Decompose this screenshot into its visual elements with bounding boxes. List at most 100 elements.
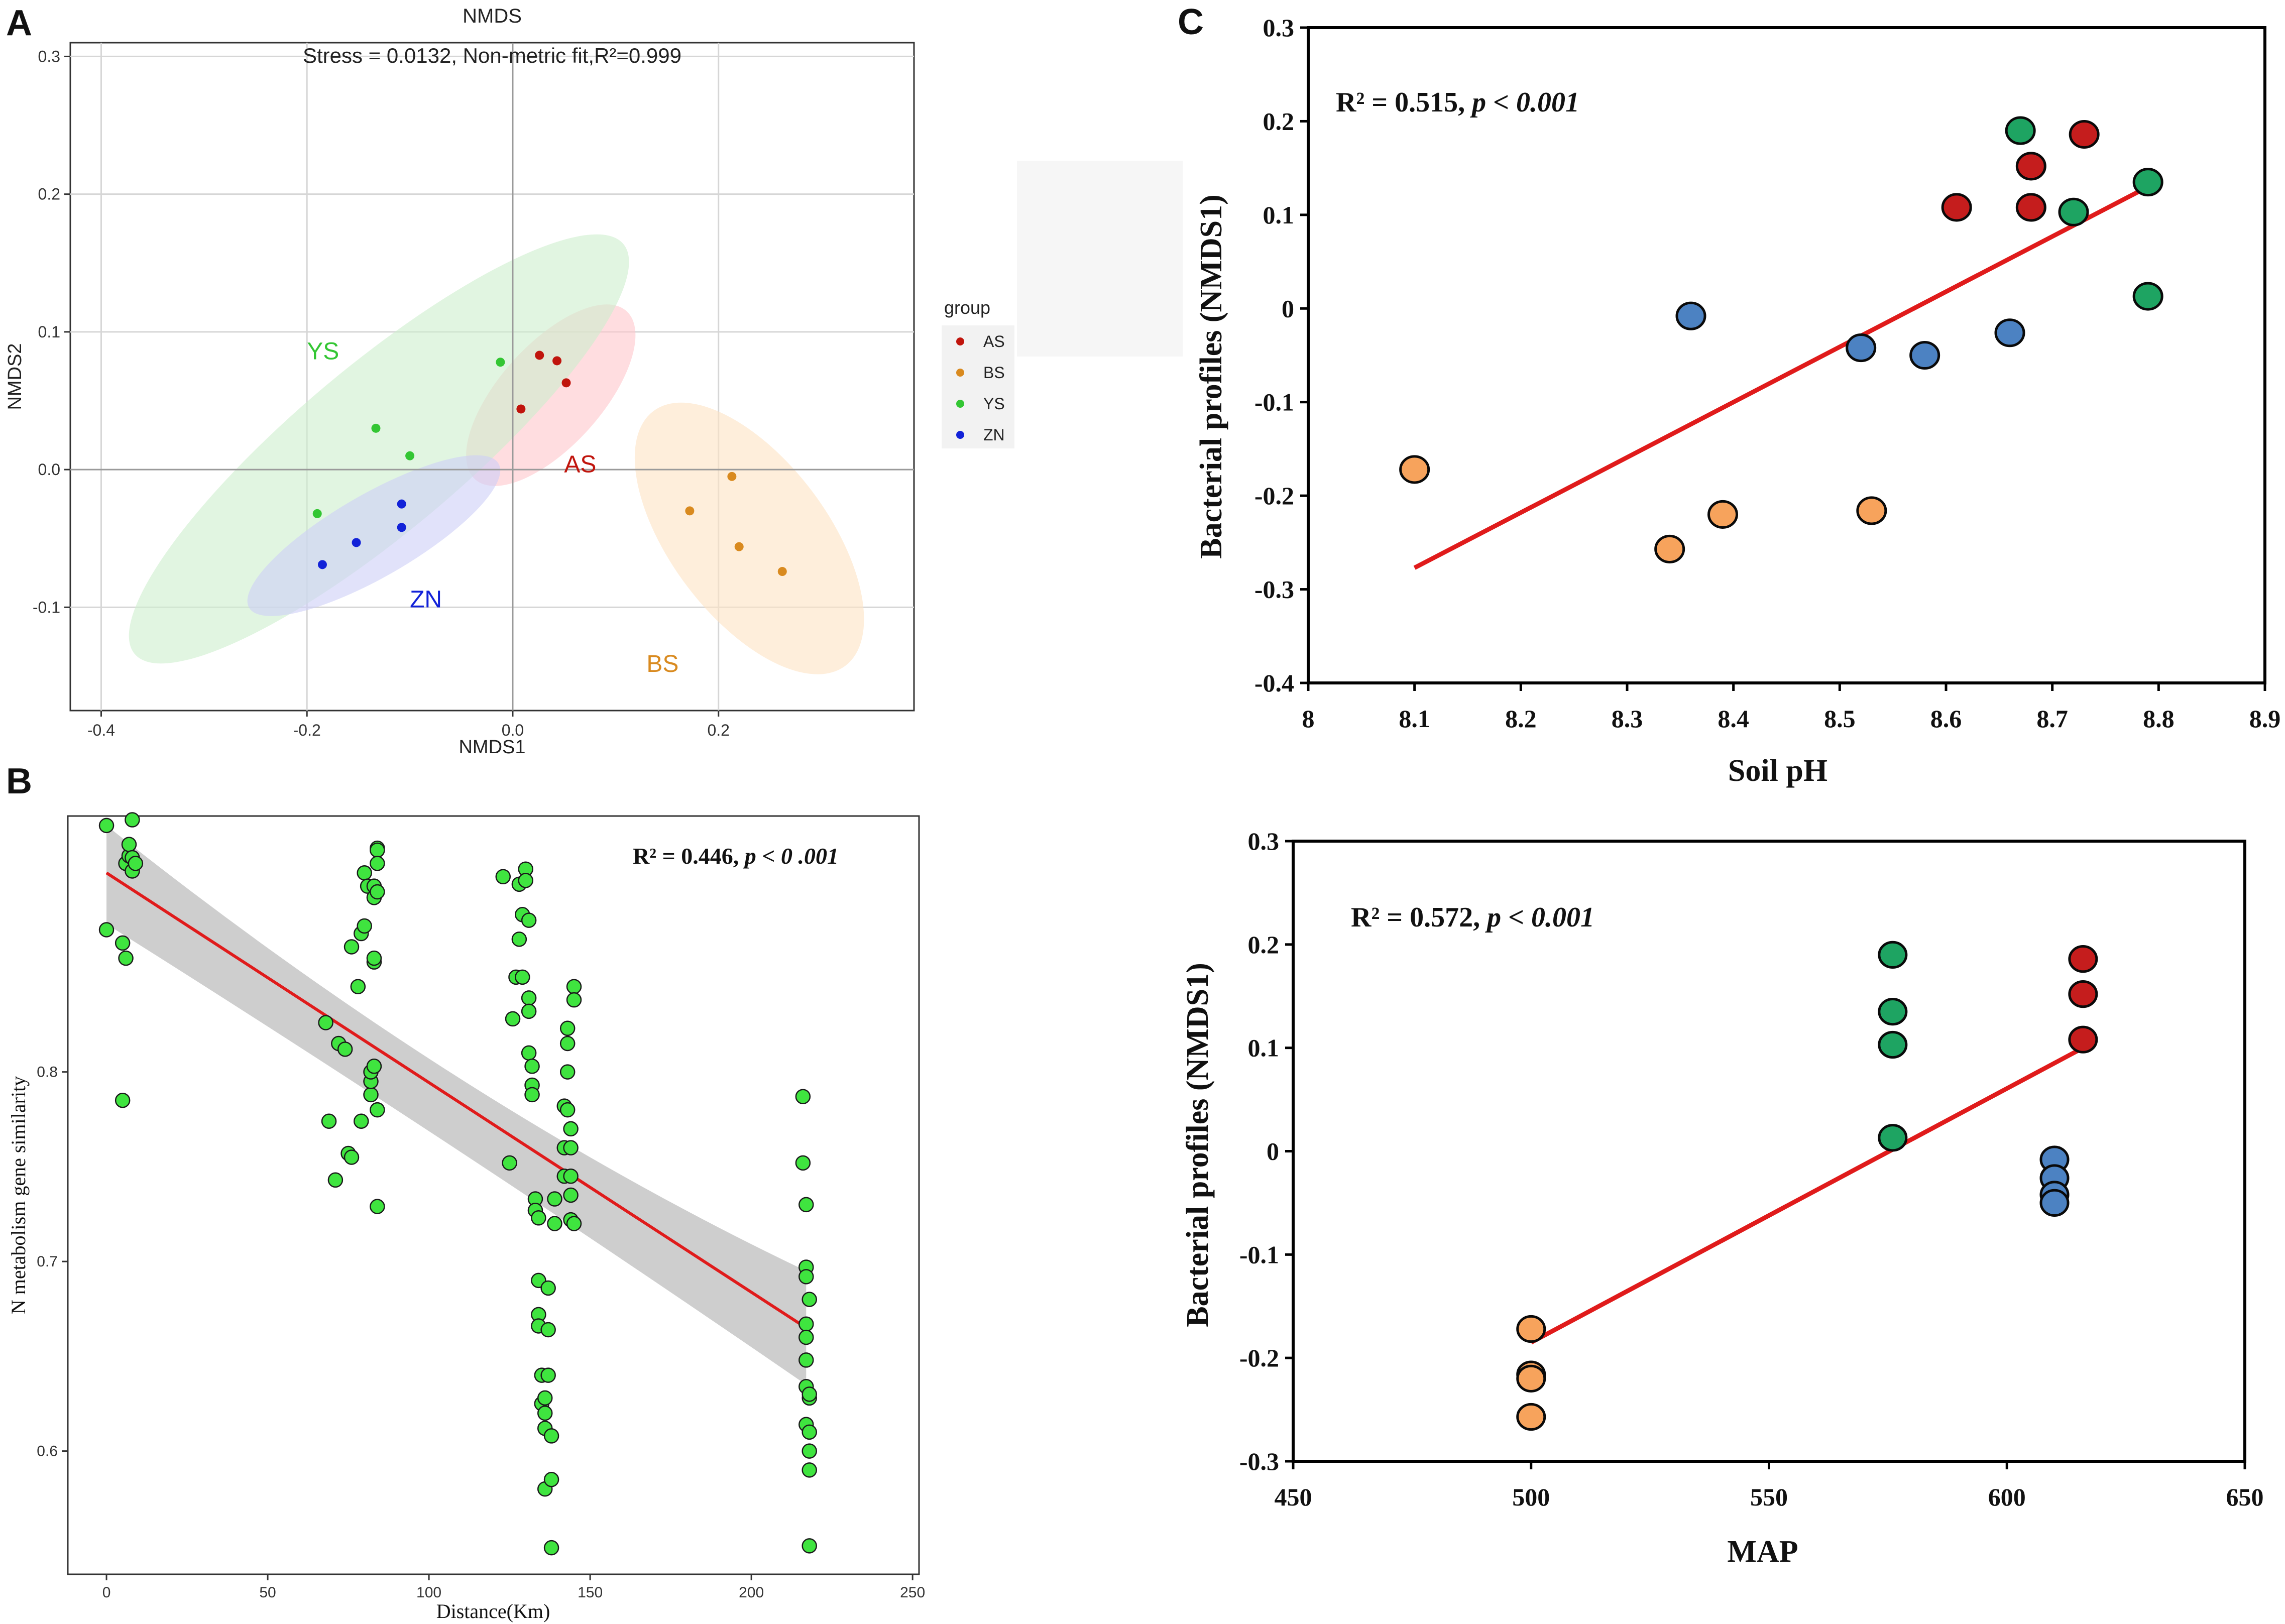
nmds-title: NMDS — [463, 5, 522, 27]
nmds-stress-label: Stress = 0.0132, Non-metric fit,R²=0.999 — [303, 44, 681, 67]
nmds-point-bs — [734, 542, 744, 551]
ph-x-tick-label: 8.9 — [2249, 705, 2281, 733]
ph-x-tick-label: 8.2 — [1505, 705, 1537, 733]
similarity-point — [115, 1093, 131, 1108]
similarity-point — [357, 865, 372, 881]
similarity-x-axis-label: Distance(Km) — [436, 1600, 550, 1622]
nmds-group-labels: YS AS ZN BS — [307, 338, 678, 677]
nmds-y-axis-label: NMDS2 — [5, 343, 26, 410]
nmds-point-zn — [397, 523, 406, 532]
similarity-point — [505, 1011, 521, 1027]
similarity-y-axis-label: N metabolism gene similarity — [7, 1076, 30, 1314]
similarity-point — [521, 990, 537, 1006]
similarity-point — [125, 812, 140, 828]
nmds-legend-label-ys: YS — [983, 395, 1005, 413]
ph-ticks: 8 8.1 8.2 8.3 8.4 8.5 8.6 8.7 8.8 8.9 -0.4 -0.3 -0.2… — [1254, 14, 2280, 733]
ph-x-tick-label: 8.7 — [2036, 705, 2068, 733]
nmds-point-zn — [352, 538, 361, 547]
nmds-point-as — [561, 378, 571, 388]
similarity-point — [511, 932, 527, 947]
map-point-as — [2068, 980, 2098, 1008]
ph-point-bs — [1399, 455, 1430, 484]
map-x-tick-label: 650 — [2226, 1483, 2264, 1511]
ph-point-bs — [1856, 496, 1887, 525]
panel-label-a: A — [6, 3, 32, 43]
ph-point-ys — [2005, 116, 2036, 145]
similarity-point — [563, 1187, 579, 1203]
similarity-point — [563, 1140, 579, 1155]
ph-plot-border — [1307, 26, 2266, 684]
ph-y-tick-label: -0.1 — [1254, 388, 1294, 416]
nmds-ellipse-bs — [634, 402, 864, 674]
nmds-legend-key-as — [956, 337, 964, 345]
ph-y-tick-label: 0.2 — [1263, 107, 1295, 135]
nmds-points — [312, 351, 787, 576]
ph-point-as — [2015, 152, 2046, 181]
map-point-as — [2068, 1025, 2098, 1054]
similarity-point — [370, 856, 385, 871]
similarity-point — [318, 1015, 333, 1030]
nmds-legend: group AS BS YS ZN — [942, 297, 1014, 448]
map-point-ys — [1878, 941, 1908, 969]
similarity-point — [524, 1059, 540, 1074]
similarity-point — [337, 1041, 353, 1057]
ph-points — [1399, 116, 2163, 563]
ph-panel: 8 8.1 8.2 8.3 8.4 8.5 8.6 8.7 8.8 8.9 -0.4 -0.3 -0.2… — [1194, 14, 2280, 788]
similarity-point — [798, 1316, 814, 1332]
ph-x-axis-label: Soil pH — [1728, 754, 1827, 788]
map-r2-annotation: R² = 0.572, p < 0.001 — [1351, 902, 1594, 933]
nmds-y-tick-label: 0.1 — [38, 323, 60, 341]
similarity-point — [370, 842, 385, 858]
similarity-point — [363, 1087, 379, 1103]
ph-x-tick-label: 8.1 — [1399, 705, 1430, 733]
similarity-point — [543, 1428, 559, 1444]
ph-y-tick-label: -0.3 — [1254, 575, 1294, 604]
ph-point-zn — [1846, 333, 1877, 363]
ph-point-zn — [1675, 301, 1706, 330]
ph-x-tick-label: 8.5 — [1824, 705, 1856, 733]
similarity-point — [795, 1155, 811, 1171]
nmds-point-bs — [777, 567, 787, 576]
nmds-point-ys — [405, 451, 415, 460]
ph-point-zn — [1994, 318, 2025, 347]
map-point-ys — [1878, 1124, 1908, 1152]
nmds-zero-lines — [70, 43, 914, 711]
similarity-point — [802, 1386, 817, 1402]
ph-y-tick-label: 0.3 — [1263, 14, 1295, 42]
nmds-group-label-as: AS — [564, 451, 596, 478]
nmds-y-tick-label: 0.2 — [38, 185, 60, 203]
similarity-point — [521, 1003, 537, 1019]
ph-y-axis-label: Bacterial profiles (NMDS1) — [1194, 194, 1228, 558]
similarity-x-tick-label: 150 — [578, 1584, 603, 1601]
similarity-x-tick-label: 100 — [416, 1584, 441, 1601]
map-point-as — [2068, 945, 2098, 973]
ph-point-ys — [2132, 168, 2163, 197]
nmds-legend-label-zn: ZN — [983, 426, 1005, 444]
similarity-point — [344, 1149, 360, 1165]
similarity-point — [366, 950, 382, 966]
similarity-point — [540, 1367, 556, 1383]
similarity-point — [118, 950, 134, 966]
ph-y-tick-label: -0.2 — [1254, 482, 1294, 510]
similarity-point — [798, 1352, 814, 1368]
similarity-point — [344, 939, 360, 955]
nmds-point-ys — [371, 423, 381, 433]
map-y-tick-label: -0.1 — [1239, 1240, 1279, 1268]
similarity-point — [563, 1121, 579, 1137]
similarity-x-tick-label: 0 — [102, 1584, 111, 1601]
panel-label-b: B — [6, 761, 32, 801]
map-fit-line — [1530, 1046, 2084, 1345]
similarity-point — [543, 1540, 559, 1556]
nmds-legend-key-ys — [956, 400, 964, 408]
similarity-fit-line — [105, 871, 807, 1329]
similarity-panel: 0 50 100 150 200 250 0.6 0.7 0.8 R² = 0.446, p <… — [7, 812, 925, 1622]
ph-point-as — [1941, 193, 1972, 222]
ph-point-bs — [1654, 534, 1685, 563]
map-point-ys — [1878, 998, 1908, 1026]
nmds-legend-box — [942, 325, 1014, 448]
similarity-x-tick-label: 250 — [900, 1584, 925, 1601]
nmds-y-tick-label: -0.1 — [33, 598, 60, 616]
ph-x-tick-label: 8.3 — [1612, 705, 1643, 733]
similarity-point — [327, 1172, 344, 1188]
